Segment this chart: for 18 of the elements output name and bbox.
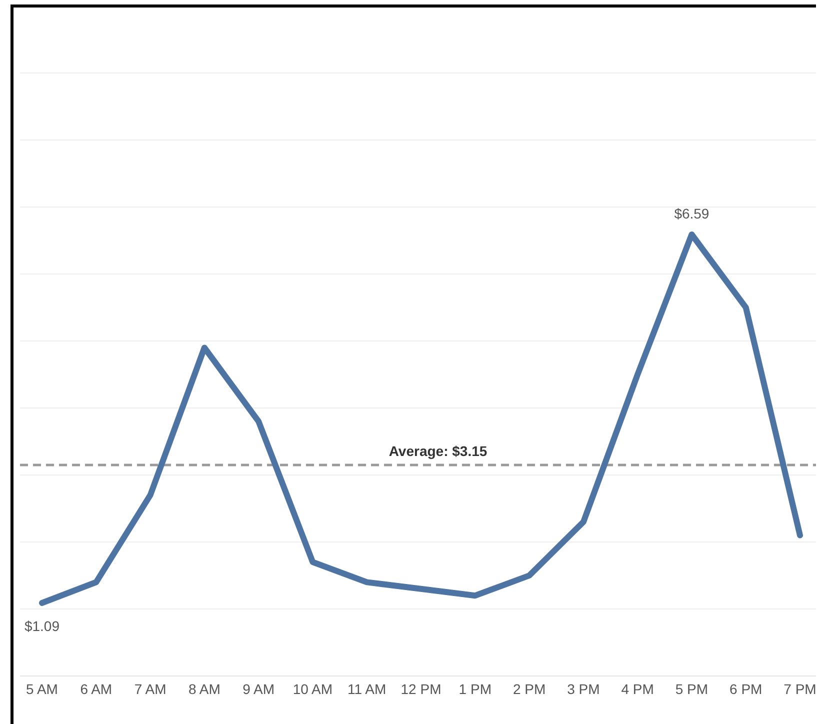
x-tick-label: 6 AM (80, 680, 112, 697)
data-label: $6.59 (674, 205, 710, 222)
x-tick-label: 10 AM (292, 680, 333, 697)
x-tick-label: 8 AM (188, 680, 220, 697)
x-tick-label: 1 PM (458, 680, 492, 697)
x-tick-label: 2 PM (512, 680, 546, 697)
x-tick-label: 4 PM (621, 680, 654, 697)
x-tick-label: 6 PM (730, 680, 762, 697)
ref-line-label: Average: $3.15 (388, 442, 488, 459)
x-tick-label: 11 AM (348, 680, 386, 697)
x-tick-label: 5 PM (675, 680, 708, 697)
x-tick-label: 3 PM (567, 680, 600, 697)
x-tick-label: 5 AM (26, 680, 58, 697)
x-tick-label: 9 AM (242, 680, 275, 697)
x-tick-label: 12 PM (400, 680, 442, 697)
x-tick-label: 7 PM (784, 680, 816, 697)
x-tick-label: 7 AM (134, 680, 166, 697)
data-label: $1.09 (24, 618, 60, 634)
